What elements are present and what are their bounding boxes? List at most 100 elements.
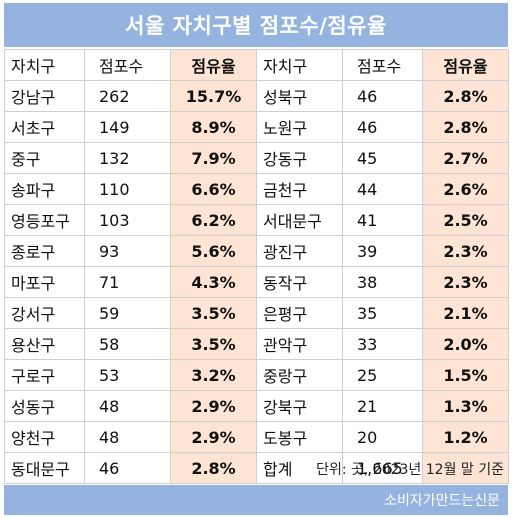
- district-name-cell: 성동구: [4, 390, 85, 422]
- store-count-cell: 25: [342, 359, 423, 391]
- store-count-cell: 149: [84, 111, 171, 143]
- store-count-cell: 44: [342, 173, 423, 205]
- district-name-cell: 송파구: [4, 173, 85, 205]
- store-count-cell: 93: [84, 235, 171, 267]
- store-count-cell: 45: [342, 142, 423, 174]
- table-row: 양천구 48 2.9% 도봉구 20 1.2%: [4, 421, 509, 453]
- share-cell: 1.3%: [422, 390, 509, 422]
- page-title: 서울 자치구별 점포수/점유율: [4, 3, 508, 47]
- table-row: 종로구 93 5.6% 광진구 39 2.3%: [4, 235, 509, 267]
- share-cell: 3.5%: [170, 297, 257, 329]
- store-count-cell: 41: [342, 204, 423, 236]
- unit-footnote: 단위: 곳, 2023년 12월 말 기준: [316, 462, 504, 478]
- store-count-cell: 46: [342, 111, 423, 143]
- store-count-cell: 35: [342, 297, 423, 329]
- district-name-cell: 서초구: [4, 111, 85, 143]
- table-row: 강서구 59 3.5% 은평구 35 2.1%: [4, 297, 509, 329]
- store-count-cell: 262: [84, 80, 171, 112]
- share-cell: 3.2%: [170, 359, 257, 391]
- district-name-cell: 중랑구: [256, 359, 343, 391]
- table-row: 강남구 262 15.7% 성북구 46 2.8%: [4, 80, 509, 112]
- table-row: 영등포구 103 6.2% 서대문구 41 2.5%: [4, 204, 509, 236]
- district-name-cell: 영등포구: [4, 204, 85, 236]
- share-cell: 2.6%: [422, 173, 509, 205]
- district-name-cell: 도봉구: [256, 421, 343, 453]
- table-row: 용산구 58 3.5% 관악구 33 2.0%: [4, 328, 509, 360]
- district-name-cell: 서대문구: [256, 204, 343, 236]
- share-cell: 1.5%: [422, 359, 509, 391]
- share-cell: 8.9%: [170, 111, 257, 143]
- share-cell: 6.6%: [170, 173, 257, 205]
- store-count-cell: 103: [84, 204, 171, 236]
- source-bar: 소비자가만드는신문: [4, 485, 508, 515]
- district-name-cell: 광진구: [256, 235, 343, 267]
- store-count-cell: 59: [84, 297, 171, 329]
- store-count-cell: 38: [342, 266, 423, 298]
- store-count-cell: 1,665: [342, 452, 423, 484]
- share-cell: 2.9%: [170, 390, 257, 422]
- share-cell: 2.8%: [170, 452, 257, 484]
- share-cell: 2.3%: [422, 266, 509, 298]
- table-row: 성동구 48 2.9% 강북구 21 1.3%: [4, 390, 509, 422]
- table-row: 송파구 110 6.6% 금천구 44 2.6%: [4, 173, 509, 205]
- store-count-cell: 20: [342, 421, 423, 453]
- share-cell: 7.9%: [170, 142, 257, 174]
- share-cell: 2.8%: [422, 80, 509, 112]
- header-district-left: 자치구: [4, 49, 85, 81]
- share-cell: 2.3%: [422, 235, 509, 267]
- district-name-cell: 금천구: [256, 173, 343, 205]
- share-cell: 15.7%: [170, 80, 257, 112]
- source-label: 소비자가만드는신문: [384, 493, 500, 509]
- store-count-cell: 132: [84, 142, 171, 174]
- table-row: 서초구 149 8.9% 노원구 46 2.8%: [4, 111, 509, 143]
- share-cell: 5.6%: [170, 235, 257, 267]
- share-cell: 1.2%: [422, 421, 509, 453]
- store-count-cell: 71: [84, 266, 171, 298]
- store-count-cell: 48: [84, 390, 171, 422]
- district-name-cell: 합계: [256, 452, 343, 484]
- district-name-cell: 관악구: [256, 328, 343, 360]
- share-cell: 2.0%: [422, 328, 509, 360]
- header-district-right: 자치구: [256, 49, 343, 81]
- table-row: 중구 132 7.9% 강동구 45 2.7%: [4, 142, 509, 174]
- district-name-cell: 강동구: [256, 142, 343, 174]
- header-share-left: 점유율: [170, 49, 257, 81]
- share-cell: 4.3%: [170, 266, 257, 298]
- store-count-cell: 110: [84, 173, 171, 205]
- store-count-cell: 58: [84, 328, 171, 360]
- share-cell: [422, 452, 509, 484]
- store-count-cell: 48: [84, 421, 171, 453]
- district-name-cell: 강서구: [4, 297, 85, 329]
- district-name-cell: 은평구: [256, 297, 343, 329]
- store-count-cell: 53: [84, 359, 171, 391]
- district-name-cell: 용산구: [4, 328, 85, 360]
- store-count-cell: 21: [342, 390, 423, 422]
- district-name-cell: 동작구: [256, 266, 343, 298]
- district-name-cell: 노원구: [256, 111, 343, 143]
- table-row: 구로구 53 3.2% 중랑구 25 1.5%: [4, 359, 509, 391]
- district-stats-table: 자치구 점포수 점유율 자치구 점포수 점유율 강남구 262 15.7% 성북구 46…: [4, 49, 509, 484]
- share-cell: 2.5%: [422, 204, 509, 236]
- store-count-cell: 46: [342, 80, 423, 112]
- store-count-cell: 46: [84, 452, 171, 484]
- store-count-cell: 39: [342, 235, 423, 267]
- share-cell: 2.9%: [170, 421, 257, 453]
- table-header-row: 자치구 점포수 점유율 자치구 점포수 점유율: [4, 49, 509, 81]
- share-cell: 2.7%: [422, 142, 509, 174]
- table-row: 동대문구 46 2.8% 합계 1,665: [4, 452, 509, 484]
- share-cell: 2.1%: [422, 297, 509, 329]
- share-cell: 3.5%: [170, 328, 257, 360]
- share-cell: 6.2%: [170, 204, 257, 236]
- table-body: 강남구 262 15.7% 성북구 46 2.8% 서초구 149 8.9% 노원구 46 2.8% 중…: [4, 80, 509, 484]
- district-name-cell: 양천구: [4, 421, 85, 453]
- district-name-cell: 동대문구: [4, 452, 85, 484]
- district-name-cell: 성북구: [256, 80, 343, 112]
- district-name-cell: 강북구: [256, 390, 343, 422]
- table-row: 마포구 71 4.3% 동작구 38 2.3%: [4, 266, 509, 298]
- header-count-left: 점포수: [84, 49, 171, 81]
- share-cell: 2.8%: [422, 111, 509, 143]
- district-name-cell: 강남구: [4, 80, 85, 112]
- district-name-cell: 마포구: [4, 266, 85, 298]
- store-count-cell: 33: [342, 328, 423, 360]
